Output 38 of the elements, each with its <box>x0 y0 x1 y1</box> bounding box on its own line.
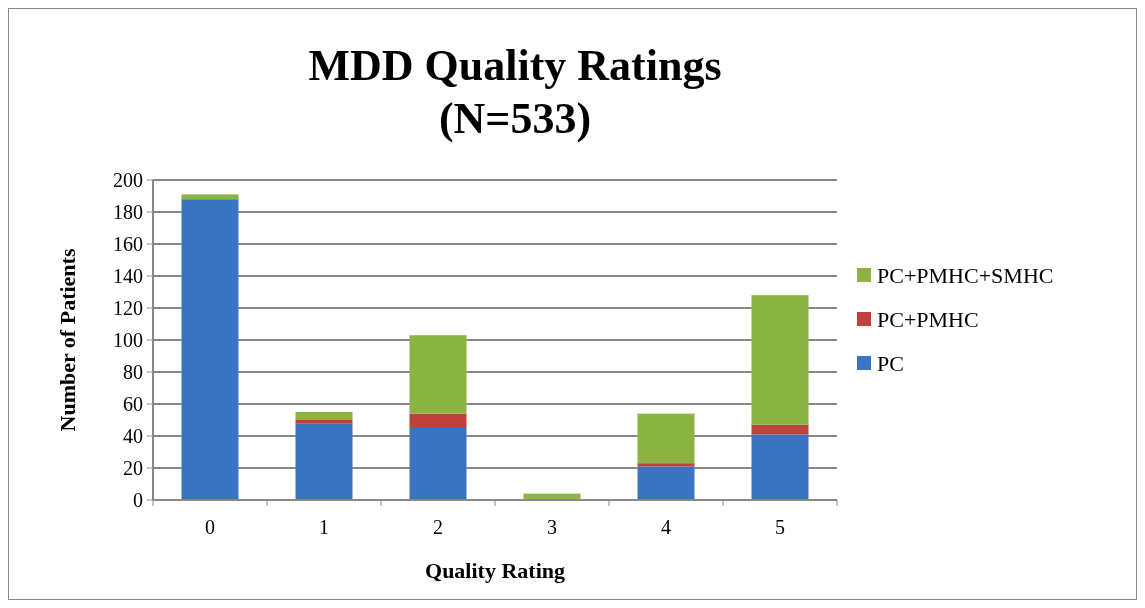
legend-label: PC+PMHC <box>877 306 979 332</box>
bar <box>637 466 695 500</box>
bar <box>295 412 353 420</box>
chart-subtitle: (N=533) <box>438 94 592 143</box>
y-tick-label: 200 <box>113 169 143 191</box>
y-tick-label: 40 <box>123 425 143 447</box>
y-tick-label: 120 <box>113 297 143 319</box>
bar <box>637 413 695 464</box>
bar <box>181 194 239 200</box>
bar <box>751 424 809 435</box>
y-tick-label: 0 <box>133 489 143 511</box>
bar <box>295 420 353 424</box>
bar <box>409 335 467 414</box>
y-tick-label: 20 <box>123 457 143 479</box>
bar <box>751 295 809 425</box>
y-axis-title: Number of Patients <box>55 248 80 432</box>
bar <box>751 434 809 500</box>
x-tick-label: 4 <box>661 516 671 538</box>
x-tick-label: 5 <box>775 516 785 538</box>
legend-label: PC <box>877 350 904 376</box>
bar <box>409 413 467 428</box>
y-tick-label: 60 <box>123 393 143 415</box>
y-tick-label: 160 <box>113 233 143 255</box>
legend-label: PC+PMHC+SMHC <box>877 262 1054 288</box>
bar <box>295 423 353 500</box>
bar <box>409 428 467 500</box>
chart-title: MDD Quality Ratings <box>308 41 722 90</box>
x-tick-label: 1 <box>319 516 329 538</box>
x-tick-label: 2 <box>433 516 443 538</box>
y-tick-label: 180 <box>113 201 143 223</box>
y-tick-label: 80 <box>123 361 143 383</box>
x-tick-label: 0 <box>205 516 215 538</box>
bar <box>637 463 695 467</box>
x-tick-label: 3 <box>547 516 557 538</box>
bar <box>181 199 239 500</box>
x-axis-title: Quality Rating <box>425 558 565 583</box>
y-tick-label: 100 <box>113 329 143 351</box>
y-tick-label: 140 <box>113 265 143 287</box>
